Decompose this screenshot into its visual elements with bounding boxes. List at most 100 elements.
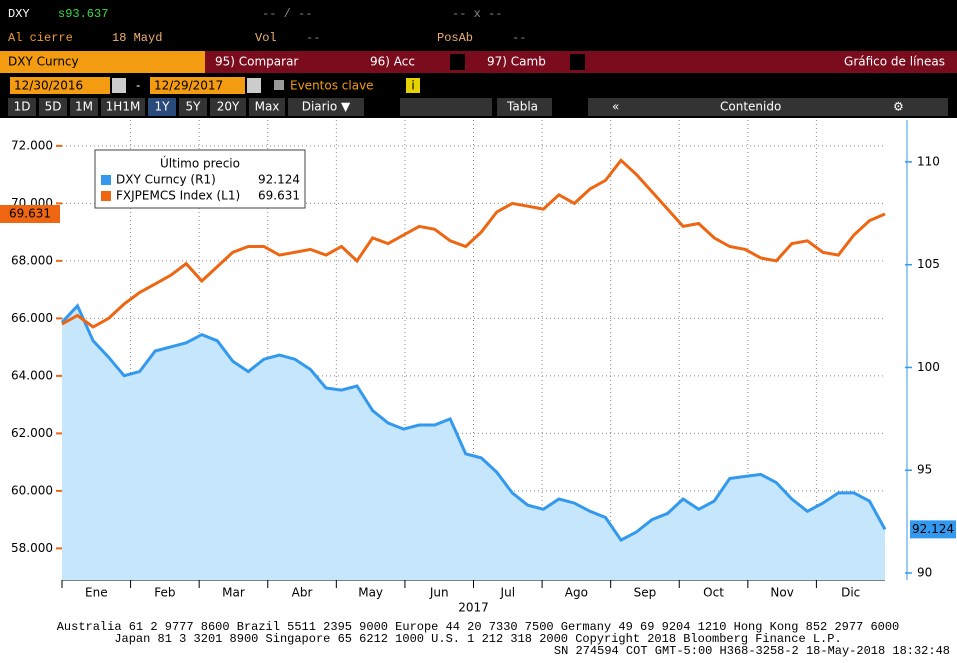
- legend-value: 69.631: [258, 189, 300, 203]
- series-line: [60, 303, 887, 543]
- pos: --: [512, 31, 526, 45]
- events: Eventos clave: [290, 79, 374, 93]
- period-buttons: 1D 5D 1M 1H1M 1Y 5Y 20Y Max Diario ▼: [8, 98, 364, 116]
- chart: 58.00060.00062.00064.00066.00068.00070.0…: [0, 120, 956, 615]
- x-tick-label: Abr: [292, 586, 313, 600]
- ticker: DXY: [8, 7, 30, 21]
- legend-label: FXJPEMCS Index (L1): [116, 189, 240, 203]
- period-label: 1D: [14, 100, 31, 114]
- x-tick-label: Ago: [565, 586, 588, 600]
- y2-tick-label: 90: [917, 566, 932, 580]
- y-tick-label: 66.000: [11, 311, 53, 325]
- content-tab[interactable]: Contenido: [720, 100, 781, 114]
- vol-label: Vol: [255, 31, 277, 45]
- chart-type: Gráfico de líneas: [844, 55, 945, 69]
- y-tick-label: 58.000: [11, 541, 53, 555]
- actions-button[interactable]: 96) Acc: [370, 55, 415, 69]
- period-label: 1H1M: [106, 100, 141, 114]
- price: s93.637: [58, 7, 108, 21]
- y2-tick-label: 105: [917, 257, 940, 271]
- y2-tick-label: 100: [917, 360, 940, 374]
- calendar-icon[interactable]: [247, 78, 261, 93]
- period-label: 1Y: [155, 100, 171, 114]
- period-button[interactable]: [8, 98, 36, 116]
- legend-title: Último precio: [160, 156, 240, 171]
- security: DXY Curncy: [8, 55, 79, 69]
- last-value-box: [910, 520, 956, 539]
- period-button[interactable]: [148, 98, 176, 116]
- dropdown[interactable]: [570, 54, 585, 70]
- calendar-icon[interactable]: [112, 78, 126, 93]
- last-value-box: [0, 204, 60, 223]
- start-date: 12/30/2016: [14, 79, 83, 93]
- settings[interactable]: ⚙: [893, 100, 904, 114]
- toolbar-bg: [0, 51, 957, 73]
- last-value-label: 69.631: [9, 206, 51, 220]
- table-tab-bg[interactable]: [497, 98, 552, 116]
- info: i: [411, 79, 414, 93]
- pos-label: PosAb: [437, 31, 473, 45]
- end-field[interactable]: [150, 77, 245, 94]
- change-button[interactable]: 97) Camb: [487, 55, 546, 69]
- x-tick-label: Jul: [500, 586, 515, 600]
- period-button[interactable]: [210, 98, 246, 116]
- bid-ask: -- / --: [262, 7, 312, 21]
- start-field[interactable]: [10, 77, 110, 94]
- range-sep: -: [136, 79, 140, 93]
- footer-line: Japan 81 3 3201 8900 Singapore 65 6212 1…: [114, 632, 841, 646]
- size: -- x --: [452, 7, 502, 21]
- period-label: 5D: [45, 100, 62, 114]
- x-axis-label: 2017: [458, 601, 489, 615]
- close-label: Al cierre: [8, 31, 73, 45]
- period-button[interactable]: [70, 98, 98, 116]
- x-tick-label: Oct: [703, 586, 724, 600]
- x-tick-label: Feb: [154, 586, 175, 600]
- security-box[interactable]: [0, 51, 205, 73]
- area: [62, 305, 885, 580]
- x-tick-label: Ene: [85, 586, 108, 600]
- legend-box: [94, 149, 306, 209]
- back-button[interactable]: «: [612, 100, 619, 114]
- legend-value: 92.124: [258, 173, 300, 187]
- y-tick-label: 68.000: [11, 253, 53, 267]
- y-tick-label: 72.000: [11, 138, 53, 152]
- x-tick-label: Dic: [841, 586, 860, 600]
- legend-label: DXY Curncy (R1): [116, 173, 216, 187]
- y2-tick-label: 95: [917, 463, 932, 477]
- period-button[interactable]: [249, 98, 285, 116]
- chart-tools[interactable]: [400, 98, 492, 116]
- period-label: Max: [255, 100, 280, 114]
- y-tick-label: 64.000: [11, 368, 53, 382]
- x-tick-label: Sep: [634, 586, 657, 600]
- info-box[interactable]: [406, 78, 420, 93]
- period-label: 20Y: [217, 100, 240, 114]
- x-tick-label: Jun: [429, 586, 449, 600]
- footer-line: Australia 61 2 9777 8600 Brazil 5511 239…: [57, 620, 900, 634]
- end-date: 12/29/2017: [154, 79, 223, 93]
- footer-line: SN 274594 COT GMT-5:00 H368-3258-2 18-Ma…: [554, 644, 950, 658]
- period-button[interactable]: [39, 98, 67, 116]
- last-value-label: 92.124: [912, 522, 954, 536]
- x-tick-label: May: [358, 586, 383, 600]
- period-button[interactable]: [179, 98, 207, 116]
- legend-swatch: [101, 175, 111, 185]
- x-tick-label: Nov: [770, 586, 793, 600]
- checkbox[interactable]: [274, 80, 284, 90]
- legend-swatch: [101, 191, 111, 201]
- content-bar[interactable]: [588, 98, 948, 116]
- table-tab: Tabla: [506, 100, 538, 114]
- compare-button[interactable]: 95) Comparar: [215, 55, 298, 69]
- x-tick-label: Mar: [222, 586, 245, 600]
- y2-tick-label: 110: [917, 154, 940, 168]
- period-button[interactable]: [101, 98, 145, 116]
- y-tick-label: 60.000: [11, 483, 53, 497]
- vol: --: [306, 31, 320, 45]
- period-label: 1M: [75, 100, 93, 114]
- y-tick-label: 62.000: [11, 426, 53, 440]
- period-button[interactable]: [288, 98, 364, 116]
- close-date: 18 Mayd: [112, 31, 162, 45]
- period-label: Diario ▼: [302, 100, 351, 114]
- dropdown[interactable]: [450, 54, 465, 70]
- series-line: [61, 158, 886, 329]
